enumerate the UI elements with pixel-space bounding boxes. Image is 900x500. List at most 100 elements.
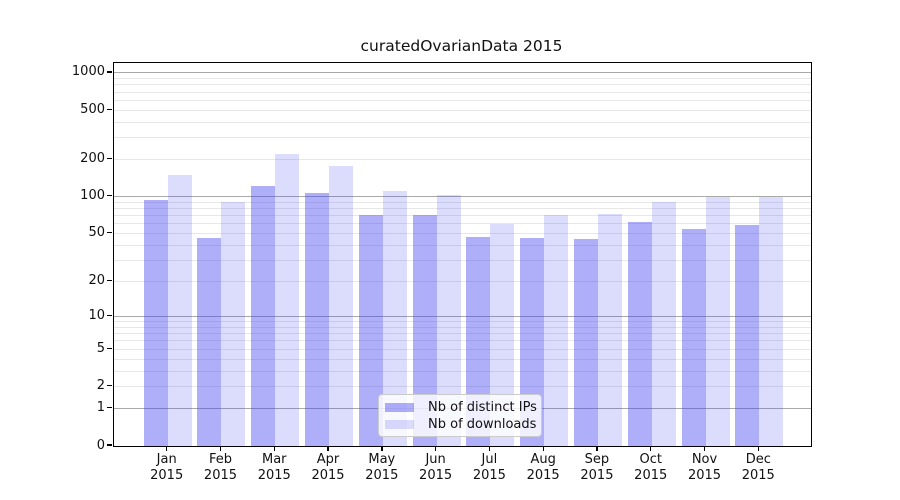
x-tick-mark <box>703 446 706 451</box>
x-tick-mark <box>219 446 222 451</box>
gridline-minor <box>114 208 811 210</box>
x-tick-mark <box>166 446 168 451</box>
x-tick-label: Feb 2015 <box>203 452 238 483</box>
gridline-minor <box>114 215 811 217</box>
y-tick-mark <box>107 279 112 282</box>
gridline-major <box>114 196 811 198</box>
bar-downloads <box>329 165 354 446</box>
x-tick-mark <box>542 446 544 451</box>
legend-item-downloads: Nb of downloads <box>385 416 537 433</box>
bar-distinct-ips <box>735 224 760 446</box>
x-tick-label: Mar 2015 <box>257 452 291 483</box>
gridline-major <box>114 315 811 318</box>
y-tick-label: 1 <box>96 400 105 416</box>
y-tick-mark <box>107 195 112 197</box>
legend: Nb of distinct IPs Nb of downloads <box>378 394 542 437</box>
legend-label-distinct-ips: Nb of distinct IPs <box>428 400 537 415</box>
y-tick-label: 200 <box>80 151 105 167</box>
y-tick-mark <box>107 232 112 234</box>
x-tick-mark <box>650 446 652 451</box>
gridline-minor <box>114 333 811 335</box>
gridline-minor <box>114 340 811 342</box>
y-tick-mark <box>107 157 112 160</box>
gridline-minor <box>114 137 811 139</box>
gridline-minor <box>114 326 811 328</box>
x-tick-mark <box>273 446 275 451</box>
x-tick-label: Aug 2015 <box>526 452 560 483</box>
bar-downloads <box>275 154 300 446</box>
x-tick-label: Jun 2015 <box>419 452 453 483</box>
y-tick-label: 1000 <box>71 64 105 80</box>
y-tick-label: 500 <box>80 101 105 117</box>
y-tick-mark <box>107 314 112 317</box>
y-tick-mark <box>107 385 112 387</box>
gridline-minor <box>114 321 811 323</box>
y-tick-label: 20 <box>88 273 105 289</box>
x-tick-label: Oct 2015 <box>634 452 668 483</box>
bar-distinct-ips <box>251 186 276 446</box>
gridline-minor <box>114 84 811 86</box>
bar-distinct-ips <box>573 239 598 446</box>
x-tick-mark <box>435 446 437 451</box>
gridline-minor <box>114 348 811 350</box>
bar-downloads <box>759 196 784 446</box>
x-tick-mark <box>327 446 329 451</box>
legend-item-distinct-ips: Nb of distinct IPs <box>385 399 537 416</box>
gridline-minor <box>114 370 811 372</box>
plot-area <box>113 62 812 447</box>
x-tick-label: Nov 2015 <box>687 452 722 483</box>
bar-downloads <box>544 215 569 446</box>
x-tick-mark <box>757 446 759 451</box>
bar-distinct-ips <box>143 200 168 446</box>
legend-label-downloads: Nb of downloads <box>428 417 537 432</box>
x-tick-mark <box>381 446 383 451</box>
gridline-major <box>114 72 811 74</box>
gridline-minor <box>114 358 811 360</box>
bar-distinct-ips <box>197 238 222 446</box>
gridline-minor <box>114 121 811 123</box>
gridline-minor <box>114 244 811 246</box>
gridline-minor <box>114 109 811 111</box>
y-tick-label: 50 <box>88 225 105 241</box>
y-tick-label: 0 <box>96 437 105 453</box>
gridline-minor <box>114 201 811 203</box>
gridline-minor <box>114 78 811 80</box>
bar-downloads <box>651 202 676 446</box>
y-tick-label: 5 <box>96 340 105 356</box>
y-tick-label: 100 <box>80 188 105 204</box>
y-tick-mark <box>107 444 112 446</box>
x-tick-label: Dec 2015 <box>741 452 775 483</box>
y-tick-label: 2 <box>96 378 105 394</box>
gridline-minor <box>114 91 811 93</box>
gridline-minor <box>114 260 811 262</box>
bar-downloads <box>167 175 192 446</box>
x-tick-label: Sep 2015 <box>580 452 614 483</box>
y-tick-mark <box>107 347 112 349</box>
gridline-minor <box>114 99 811 101</box>
x-tick-label: Jan 2015 <box>150 452 184 483</box>
y-tick-mark <box>107 406 112 409</box>
gridline-minor <box>114 233 811 235</box>
bar-downloads <box>597 214 622 446</box>
gridline-minor <box>114 223 811 225</box>
x-tick-mark <box>488 446 491 451</box>
bar-downloads <box>221 202 246 446</box>
x-tick-label: Jul 2015 <box>472 452 506 483</box>
x-tick-label: May 2015 <box>365 452 399 483</box>
gridline-minor <box>114 386 811 388</box>
gridline-minor <box>114 281 811 283</box>
x-tick-mark <box>596 446 598 451</box>
y-tick-mark <box>107 71 112 73</box>
gridline-minor <box>114 159 811 161</box>
legend-swatch-distinct-ips <box>385 403 414 412</box>
y-tick-mark <box>107 108 112 110</box>
bar-distinct-ips <box>627 222 652 446</box>
chart-title: curatedOvarianData 2015 <box>360 37 563 55</box>
x-tick-label: Apr 2015 <box>311 452 345 483</box>
bar-distinct-ips <box>305 192 330 446</box>
bar-distinct-ips <box>681 228 706 446</box>
y-tick-label: 10 <box>88 307 105 323</box>
legend-swatch-downloads <box>385 420 414 429</box>
bar-downloads <box>705 196 730 446</box>
